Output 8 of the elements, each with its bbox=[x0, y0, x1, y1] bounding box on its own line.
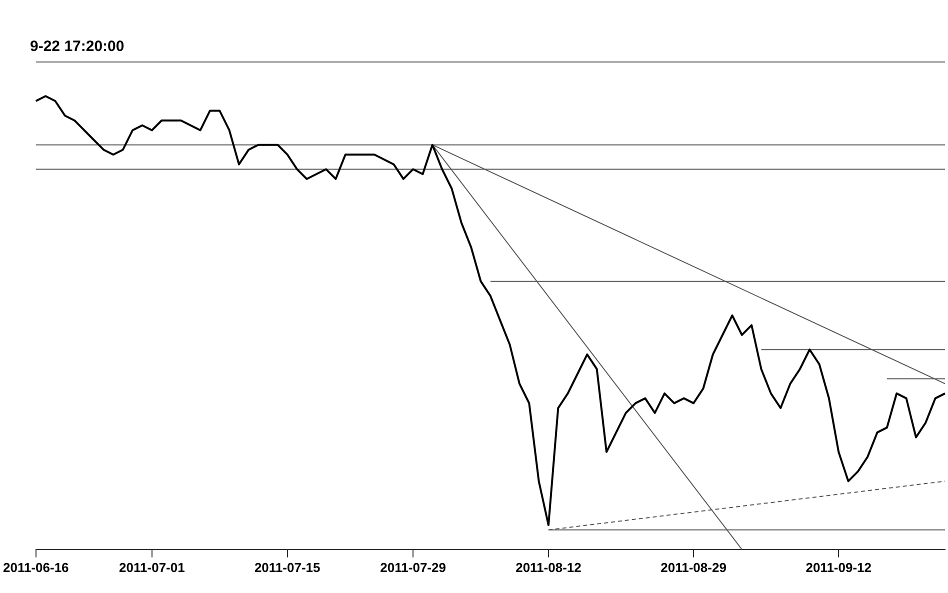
x-tick-label: 2011-07-15 bbox=[254, 560, 320, 575]
x-tick-label: 2011-08-12 bbox=[516, 560, 582, 575]
chart-title: 9-22 17:20:00 bbox=[30, 38, 124, 56]
x-tick-label: 2011-09-12 bbox=[806, 560, 872, 575]
x-tick-label: 2011-08-29 bbox=[660, 560, 726, 575]
x-tick-label: 2011-07-01 bbox=[119, 560, 185, 575]
x-tick-label: 2011-06-16 bbox=[3, 560, 69, 575]
x-tick-label: 2011-07-29 bbox=[380, 560, 446, 575]
